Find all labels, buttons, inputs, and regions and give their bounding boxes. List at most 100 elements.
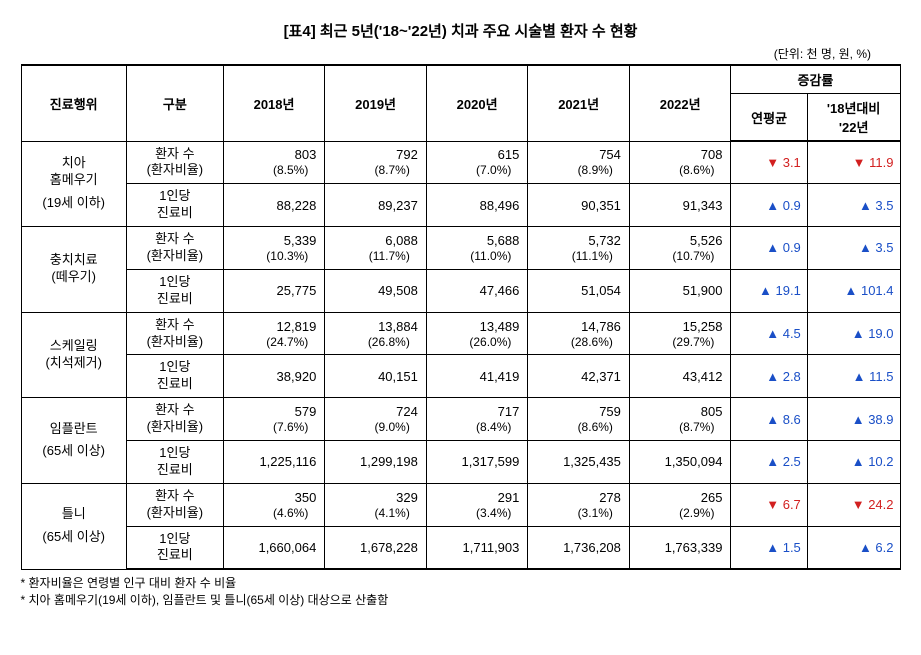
row-label-cost: 1인당진료비	[126, 184, 223, 227]
procedure-name: 임플란트(65세 이상)	[21, 398, 126, 484]
cell-value: 41,419	[426, 355, 528, 398]
row-label-cost: 1인당진료비	[126, 526, 223, 569]
cell-value: 42,371	[528, 355, 630, 398]
cell-value: 803(8.5%)	[223, 141, 325, 184]
cell-value: 717(8.4%)	[426, 398, 528, 441]
cell-value: 708(8.6%)	[629, 141, 731, 184]
cell-value: 47,466	[426, 269, 528, 312]
cell-rate-vs: ▲ 19.0	[807, 312, 900, 355]
table-row: 틀니(65세 이상)환자 수(환자비율)350(4.6%)329(4.1%)29…	[21, 483, 900, 526]
cell-value: 14,786(28.6%)	[528, 312, 630, 355]
procedure-name: 스케일링(치석제거)	[21, 312, 126, 398]
cell-value: 792(8.7%)	[325, 141, 427, 184]
cell-rate-vs: ▲ 3.5	[807, 184, 900, 227]
cell-value: 350(4.6%)	[223, 483, 325, 526]
unit-label: (단위: 천 명, 원, %)	[20, 45, 901, 62]
cell-rate-avg: ▲ 2.8	[731, 355, 807, 398]
table-row: 1인당진료비38,92040,15141,41942,37143,412▲ 2.…	[21, 355, 900, 398]
row-label-cost: 1인당진료비	[126, 355, 223, 398]
row-label-patients: 환자 수(환자비율)	[126, 398, 223, 441]
cell-value: 1,299,198	[325, 440, 427, 483]
cell-value: 1,678,228	[325, 526, 427, 569]
cell-value: 1,711,903	[426, 526, 528, 569]
table-row: 충치치료(떼우기)환자 수(환자비율)5,339(10.3%)6,088(11.…	[21, 227, 900, 270]
cell-value: 805(8.7%)	[629, 398, 731, 441]
table-row: 스케일링(치석제거)환자 수(환자비율)12,819(24.7%)13,884(…	[21, 312, 900, 355]
cell-rate-avg: ▲ 0.9	[731, 227, 807, 270]
table-title: [표4] 최근 5년('18~'22년) 치과 주요 시술별 환자 수 현황	[20, 20, 901, 41]
cell-value: 40,151	[325, 355, 427, 398]
cell-value: 88,496	[426, 184, 528, 227]
table-row: 치아홈메우기(19세 이하)환자 수(환자비율)803(8.5%)792(8.7…	[21, 141, 900, 184]
row-label-patients: 환자 수(환자비율)	[126, 483, 223, 526]
header-rate-vs: '18년대비 '22년	[807, 94, 900, 142]
cell-rate-vs: ▲ 101.4	[807, 269, 900, 312]
cell-value: 278(3.1%)	[528, 483, 630, 526]
cell-value: 5,339(10.3%)	[223, 227, 325, 270]
cell-rate-vs: ▲ 10.2	[807, 440, 900, 483]
header-rate-avg: 연평균	[731, 94, 807, 142]
cell-rate-avg: ▲ 1.5	[731, 526, 807, 569]
procedure-name: 충치치료(떼우기)	[21, 227, 126, 313]
cell-value: 5,732(11.1%)	[528, 227, 630, 270]
cell-value: 579(7.6%)	[223, 398, 325, 441]
cell-rate-vs: ▼ 11.9	[807, 141, 900, 184]
header-category: 구분	[126, 65, 223, 141]
cell-value: 91,343	[629, 184, 731, 227]
cell-value: 724(9.0%)	[325, 398, 427, 441]
cell-rate-avg: ▲ 8.6	[731, 398, 807, 441]
cell-value: 1,763,339	[629, 526, 731, 569]
cell-value: 51,900	[629, 269, 731, 312]
header-2020: 2020년	[426, 65, 528, 141]
cell-value: 15,258(29.7%)	[629, 312, 731, 355]
cell-value: 1,350,094	[629, 440, 731, 483]
table-row: 1인당진료비1,225,1161,299,1981,317,5991,325,4…	[21, 440, 900, 483]
cell-value: 5,688(11.0%)	[426, 227, 528, 270]
cell-value: 754(8.9%)	[528, 141, 630, 184]
cell-value: 1,660,064	[223, 526, 325, 569]
cell-value: 1,325,435	[528, 440, 630, 483]
cell-value: 51,054	[528, 269, 630, 312]
cell-value: 1,736,208	[528, 526, 630, 569]
header-2018: 2018년	[223, 65, 325, 141]
header-procedure: 진료행위	[21, 65, 126, 141]
cell-value: 13,884(26.8%)	[325, 312, 427, 355]
row-label-cost: 1인당진료비	[126, 269, 223, 312]
cell-value: 25,775	[223, 269, 325, 312]
cell-value: 90,351	[528, 184, 630, 227]
cell-value: 759(8.6%)	[528, 398, 630, 441]
cell-value: 89,237	[325, 184, 427, 227]
cell-value: 5,526(10.7%)	[629, 227, 731, 270]
cell-value: 13,489(26.0%)	[426, 312, 528, 355]
cell-value: 49,508	[325, 269, 427, 312]
header-2021: 2021년	[528, 65, 630, 141]
table-row: 1인당진료비1,660,0641,678,2281,711,9031,736,2…	[21, 526, 900, 569]
cell-rate-vs: ▲ 3.5	[807, 227, 900, 270]
cell-value: 291(3.4%)	[426, 483, 528, 526]
cell-rate-vs: ▲ 11.5	[807, 355, 900, 398]
cell-value: 265(2.9%)	[629, 483, 731, 526]
cell-rate-avg: ▲ 0.9	[731, 184, 807, 227]
cell-value: 1,225,116	[223, 440, 325, 483]
cell-rate-vs: ▼ 24.2	[807, 483, 900, 526]
footnote: * 환자비율은 연령별 인구 대비 환자 수 비율	[21, 574, 901, 591]
cell-rate-vs: ▲ 38.9	[807, 398, 900, 441]
table-row: 임플란트(65세 이상)환자 수(환자비율)579(7.6%)724(9.0%)…	[21, 398, 900, 441]
cell-value: 329(4.1%)	[325, 483, 427, 526]
cell-rate-avg: ▲ 19.1	[731, 269, 807, 312]
procedure-name: 틀니(65세 이상)	[21, 483, 126, 569]
footnotes: * 환자비율은 연령별 인구 대비 환자 수 비율 * 치아 홈메우기(19세 …	[21, 574, 901, 608]
cell-value: 43,412	[629, 355, 731, 398]
table-row: 1인당진료비88,22889,23788,49690,35191,343▲ 0.…	[21, 184, 900, 227]
cell-value: 12,819(24.7%)	[223, 312, 325, 355]
cell-rate-avg: ▲ 2.5	[731, 440, 807, 483]
header-rate-group: 증감률	[731, 65, 900, 94]
cell-rate-avg: ▼ 3.1	[731, 141, 807, 184]
cell-value: 6,088(11.7%)	[325, 227, 427, 270]
cell-rate-avg: ▼ 6.7	[731, 483, 807, 526]
row-label-patients: 환자 수(환자비율)	[126, 141, 223, 184]
row-label-patients: 환자 수(환자비율)	[126, 227, 223, 270]
data-table: 진료행위 구분 2018년 2019년 2020년 2021년 2022년 증감…	[21, 64, 901, 570]
header-2019: 2019년	[325, 65, 427, 141]
cell-value: 1,317,599	[426, 440, 528, 483]
